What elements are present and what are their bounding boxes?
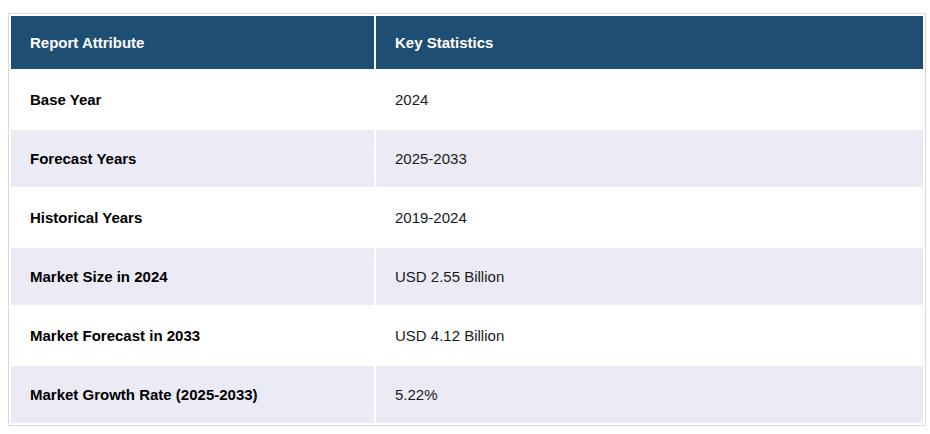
value-cell: 2019-2024 [376,189,923,246]
attribute-cell: Market Forecast in 2033 [11,307,374,364]
attribute-cell: Base Year [11,71,374,128]
attribute-cell: Forecast Years [11,130,374,187]
attribute-cell: Market Growth Rate (2025-2033) [11,366,374,423]
attribute-cell: Historical Years [11,189,374,246]
table-row: Market Size in 2024 USD 2.55 Billion [11,248,923,305]
table-row: Market Growth Rate (2025-2033) 5.22% [11,366,923,423]
column-header-report-attribute: Report Attribute [11,16,374,69]
value-cell: 2025-2033 [376,130,923,187]
attribute-cell: Market Size in 2024 [11,248,374,305]
table-row: Base Year 2024 [11,71,923,128]
table-row: Market Forecast in 2033 USD 4.12 Billion [11,307,923,364]
table-row: Historical Years 2019-2024 [11,189,923,246]
key-statistics-table-container: Report Attribute Key Statistics Base Yea… [8,13,926,426]
column-header-key-statistics: Key Statistics [376,16,923,69]
table-row: Forecast Years 2025-2033 [11,130,923,187]
value-cell: USD 2.55 Billion [376,248,923,305]
value-cell: 5.22% [376,366,923,423]
value-cell: USD 4.12 Billion [376,307,923,364]
value-cell: 2024 [376,71,923,128]
key-statistics-table: Report Attribute Key Statistics Base Yea… [8,13,926,426]
table-header-row: Report Attribute Key Statistics [11,16,923,69]
